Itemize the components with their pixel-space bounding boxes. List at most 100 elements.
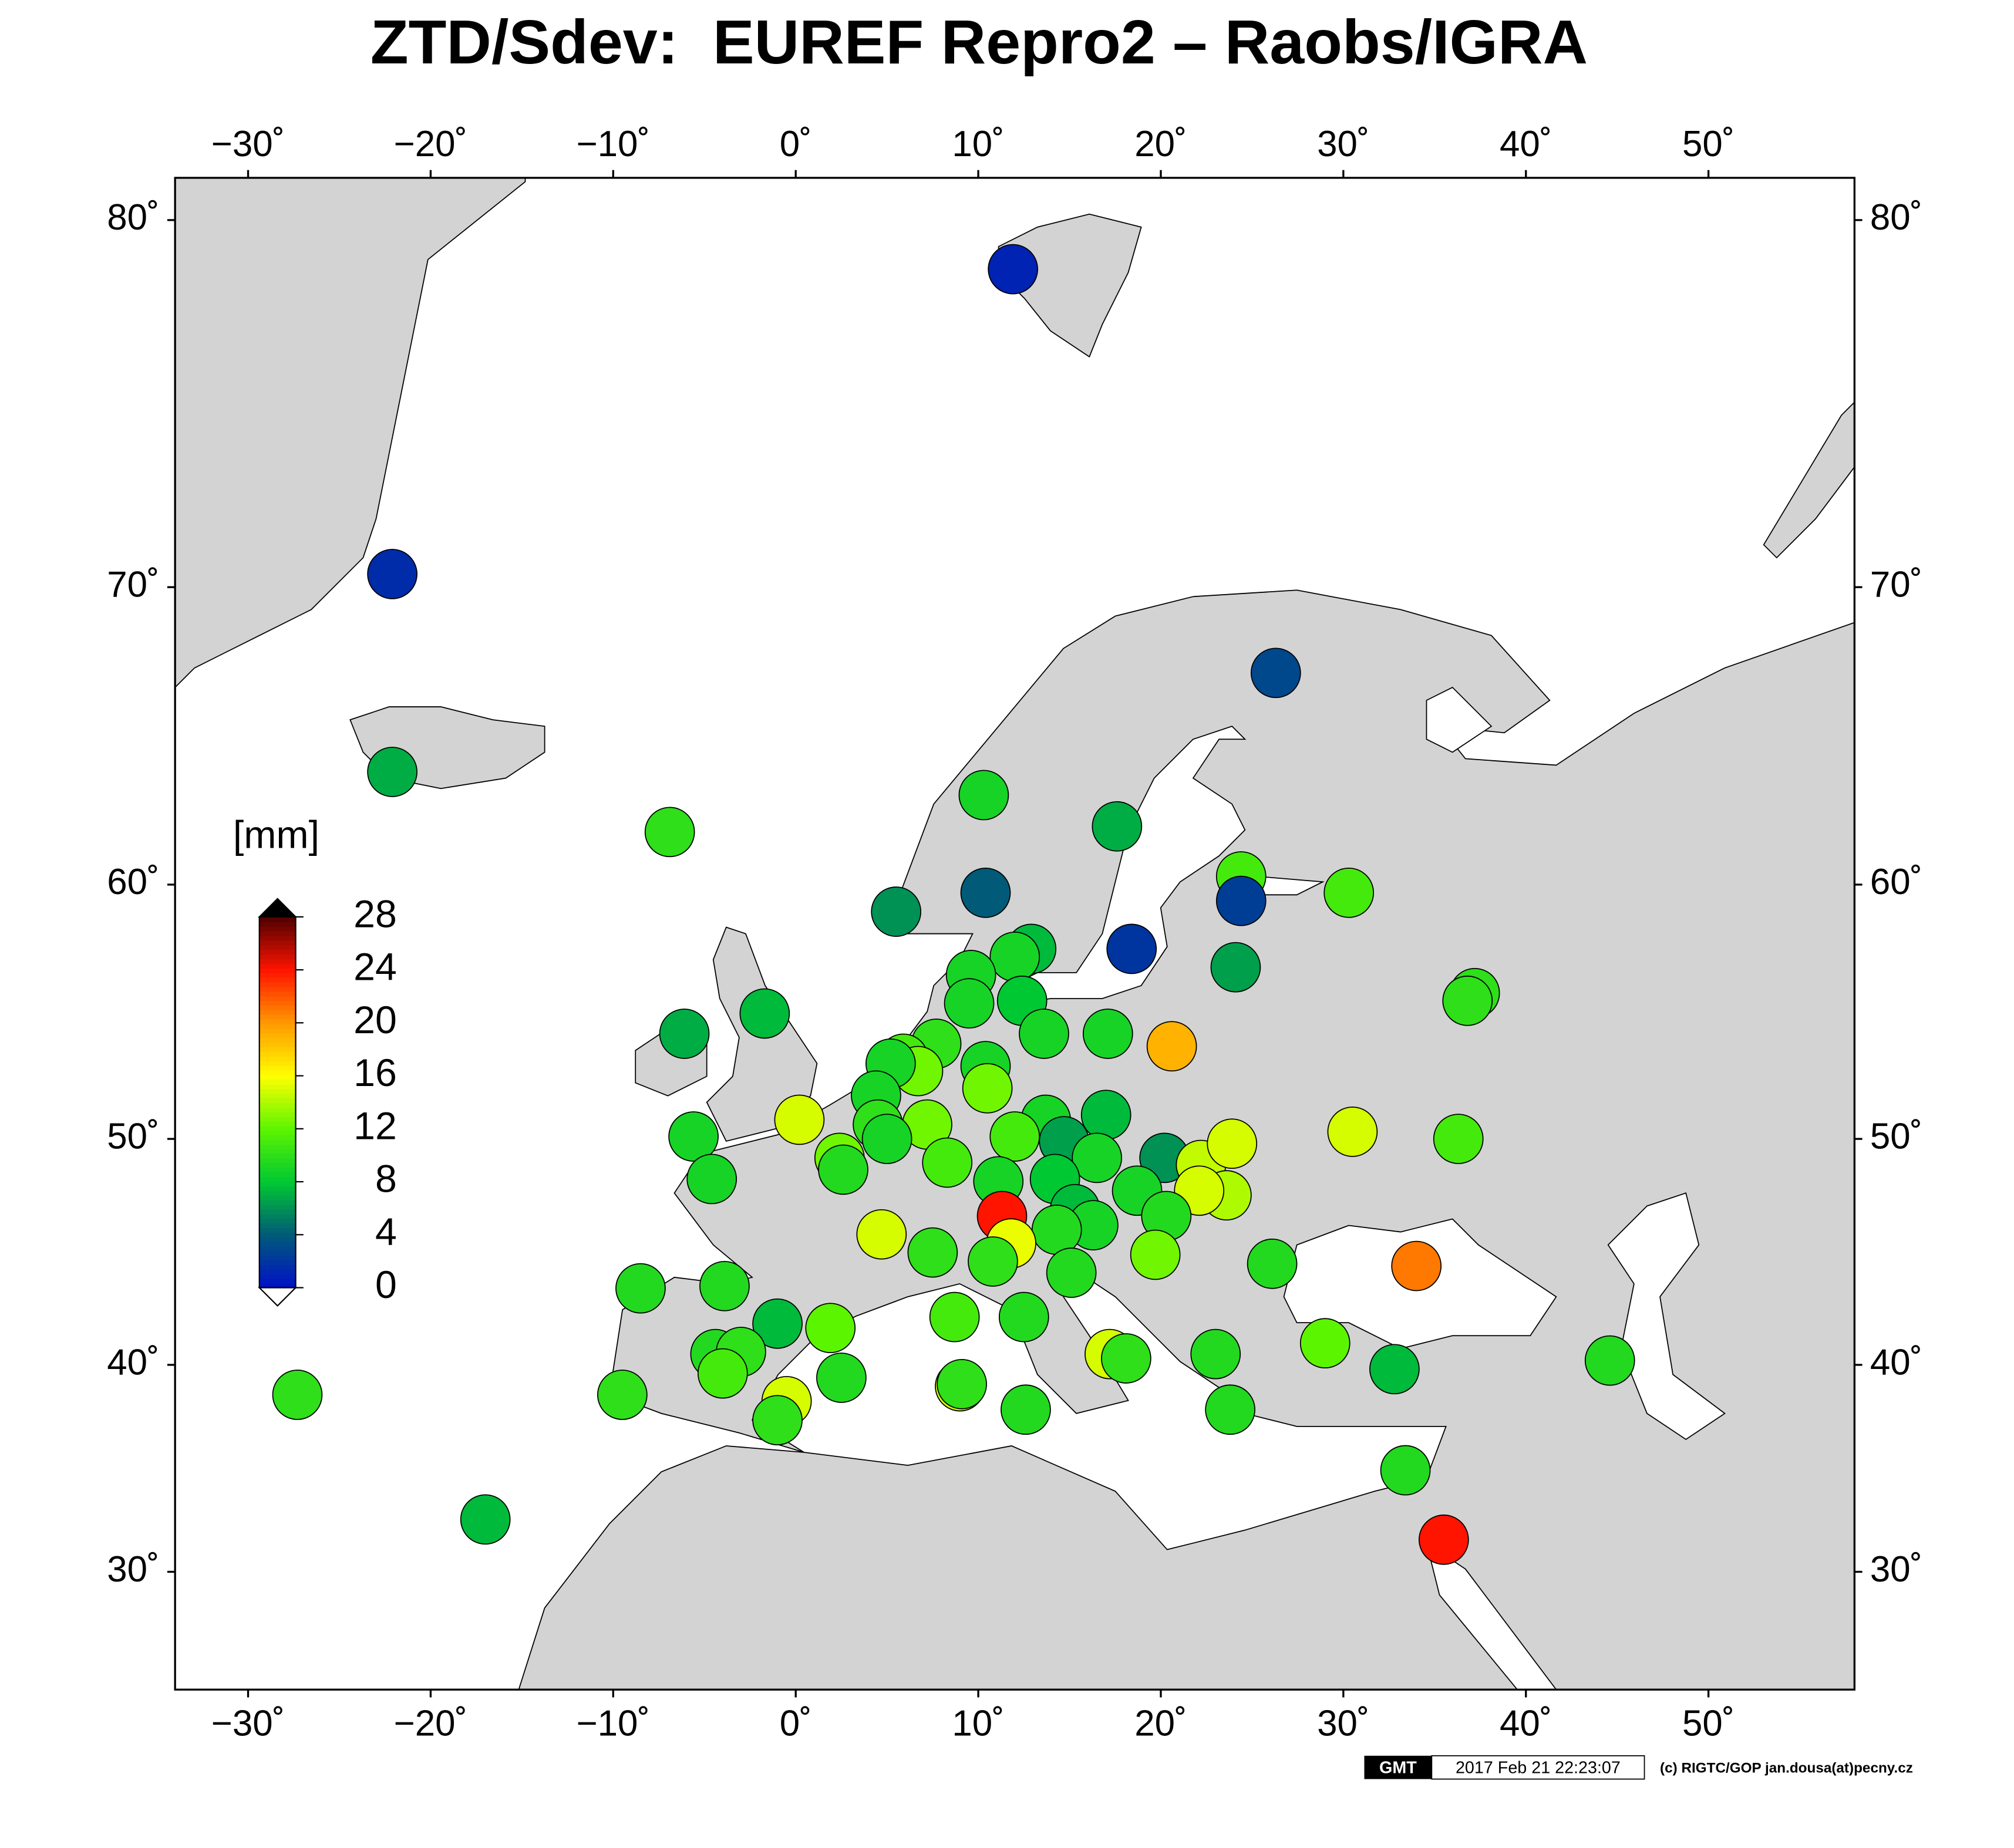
colorbar-segment <box>259 977 296 983</box>
station <box>1046 1247 1097 1298</box>
stations <box>272 244 1635 1565</box>
gmt-logo: GMT <box>1379 1758 1417 1777</box>
colorbar-segment <box>259 1000 296 1006</box>
colorbar-segment <box>259 1033 296 1038</box>
station <box>968 1236 1018 1287</box>
baltic-sea <box>1011 726 1247 1006</box>
white-sea <box>1426 686 1493 753</box>
colorbar-segment <box>259 1199 296 1205</box>
colorbar-segment <box>259 1121 296 1127</box>
x-tick-label-bottom: −30˚ <box>211 1703 285 1744</box>
colorbar-segment <box>259 1046 296 1052</box>
red-sea <box>1426 1542 1557 1690</box>
colorbar-segment <box>259 1065 296 1071</box>
colorbar-segment <box>259 1176 296 1182</box>
station <box>699 1260 750 1311</box>
colorbar-segment <box>259 1051 296 1057</box>
map-frame <box>174 177 1855 1691</box>
station <box>1080 1090 1131 1141</box>
station <box>1019 1009 1069 1059</box>
station <box>1327 1107 1378 1157</box>
colorbar-tick-label: 20 <box>353 999 397 1042</box>
colorbar-segment <box>259 1009 296 1015</box>
colorbar-label: [mm] <box>233 814 319 857</box>
station <box>367 747 417 797</box>
colorbar-segment <box>259 1222 296 1228</box>
colorbar-segment <box>259 1269 296 1274</box>
colorbar-segment <box>259 1134 296 1140</box>
colorbar-segment <box>259 986 296 992</box>
colorbar-segment <box>259 1037 296 1043</box>
colorbar-tick-label: 28 <box>353 892 397 936</box>
station <box>272 1370 323 1420</box>
colorbar-segment <box>259 916 296 922</box>
colorbar-segment <box>259 926 296 932</box>
x-tick-label-top: 50˚ <box>1682 124 1735 164</box>
colorbar-tick-label: 16 <box>353 1051 397 1095</box>
colorbar-segment <box>259 1107 296 1112</box>
colorbar-under <box>258 1287 298 1307</box>
colorbar-segment <box>259 1014 296 1020</box>
station <box>615 1263 666 1314</box>
credit: (c) RIGTC/GOP jan.dousa(at)pecny.cz <box>1660 1760 1913 1776</box>
station <box>929 1291 980 1343</box>
y-tick-label-right: 50˚ <box>1870 1116 1922 1156</box>
station <box>697 1348 748 1399</box>
station <box>962 1063 1013 1114</box>
colorbar-segment <box>259 1232 296 1237</box>
colorbar-segment <box>259 1218 296 1224</box>
colorbar-segment <box>259 1111 296 1117</box>
basemap <box>175 177 1855 1690</box>
x-tick-label-top: −10˚ <box>577 124 650 164</box>
colorbar-segment <box>259 1278 296 1284</box>
station <box>659 1009 710 1059</box>
colorbar-segment <box>259 1084 296 1090</box>
colorbar-segment <box>259 1079 296 1085</box>
colorbar-segment <box>259 940 296 946</box>
colorbar-tick-label: 8 <box>375 1158 397 1201</box>
station <box>597 1370 648 1420</box>
station <box>989 1111 1040 1162</box>
station <box>1092 801 1143 852</box>
station <box>1215 875 1267 926</box>
greenland <box>175 177 526 689</box>
y-tick-label-left: 70˚ <box>107 565 159 605</box>
colorbar-segment <box>259 1088 296 1094</box>
y-tick-label-right: 70˚ <box>1870 565 1922 605</box>
colorbar-segment <box>259 930 296 936</box>
y-tick-label-right: 40˚ <box>1870 1342 1922 1382</box>
colorbar-segment <box>259 1130 296 1136</box>
colorbar-segment <box>259 954 296 960</box>
x-tick-label-top: 10˚ <box>952 124 1004 164</box>
novaya-zemlya <box>1763 401 1855 559</box>
station <box>871 886 922 937</box>
timestamp: 2017 Feb 21 22:23:07 <box>1456 1758 1621 1777</box>
colorbar-segment <box>259 1153 296 1159</box>
station <box>856 1209 907 1260</box>
colorbar-segment <box>259 1181 296 1186</box>
colorbar-tick-label: 12 <box>353 1104 397 1148</box>
station <box>1299 1318 1350 1369</box>
colorbar-segment <box>259 1092 296 1098</box>
colorbar-segment <box>259 1195 296 1200</box>
station <box>1442 975 1493 1026</box>
station <box>937 1358 987 1409</box>
colorbar-segment <box>259 1023 296 1029</box>
x-tick-label-bottom: 40˚ <box>1500 1703 1552 1744</box>
station <box>460 1494 511 1545</box>
x-tick-label-bottom: 0˚ <box>780 1703 812 1744</box>
colorbar-segment <box>259 1255 296 1261</box>
colorbar-segment <box>259 1172 296 1178</box>
station <box>998 1291 1049 1343</box>
station <box>816 1353 867 1403</box>
station <box>686 1154 737 1205</box>
colorbar-segment <box>259 1042 296 1048</box>
colorbar-segment <box>259 1148 296 1154</box>
colorbar-segment <box>259 1125 296 1131</box>
colorbar-segment <box>259 1158 296 1164</box>
colorbar-segment <box>259 921 296 927</box>
x-tick-label-top: 20˚ <box>1134 124 1187 164</box>
colorbar-segment <box>259 1241 296 1247</box>
x-tick-label-bottom: 20˚ <box>1134 1703 1187 1744</box>
